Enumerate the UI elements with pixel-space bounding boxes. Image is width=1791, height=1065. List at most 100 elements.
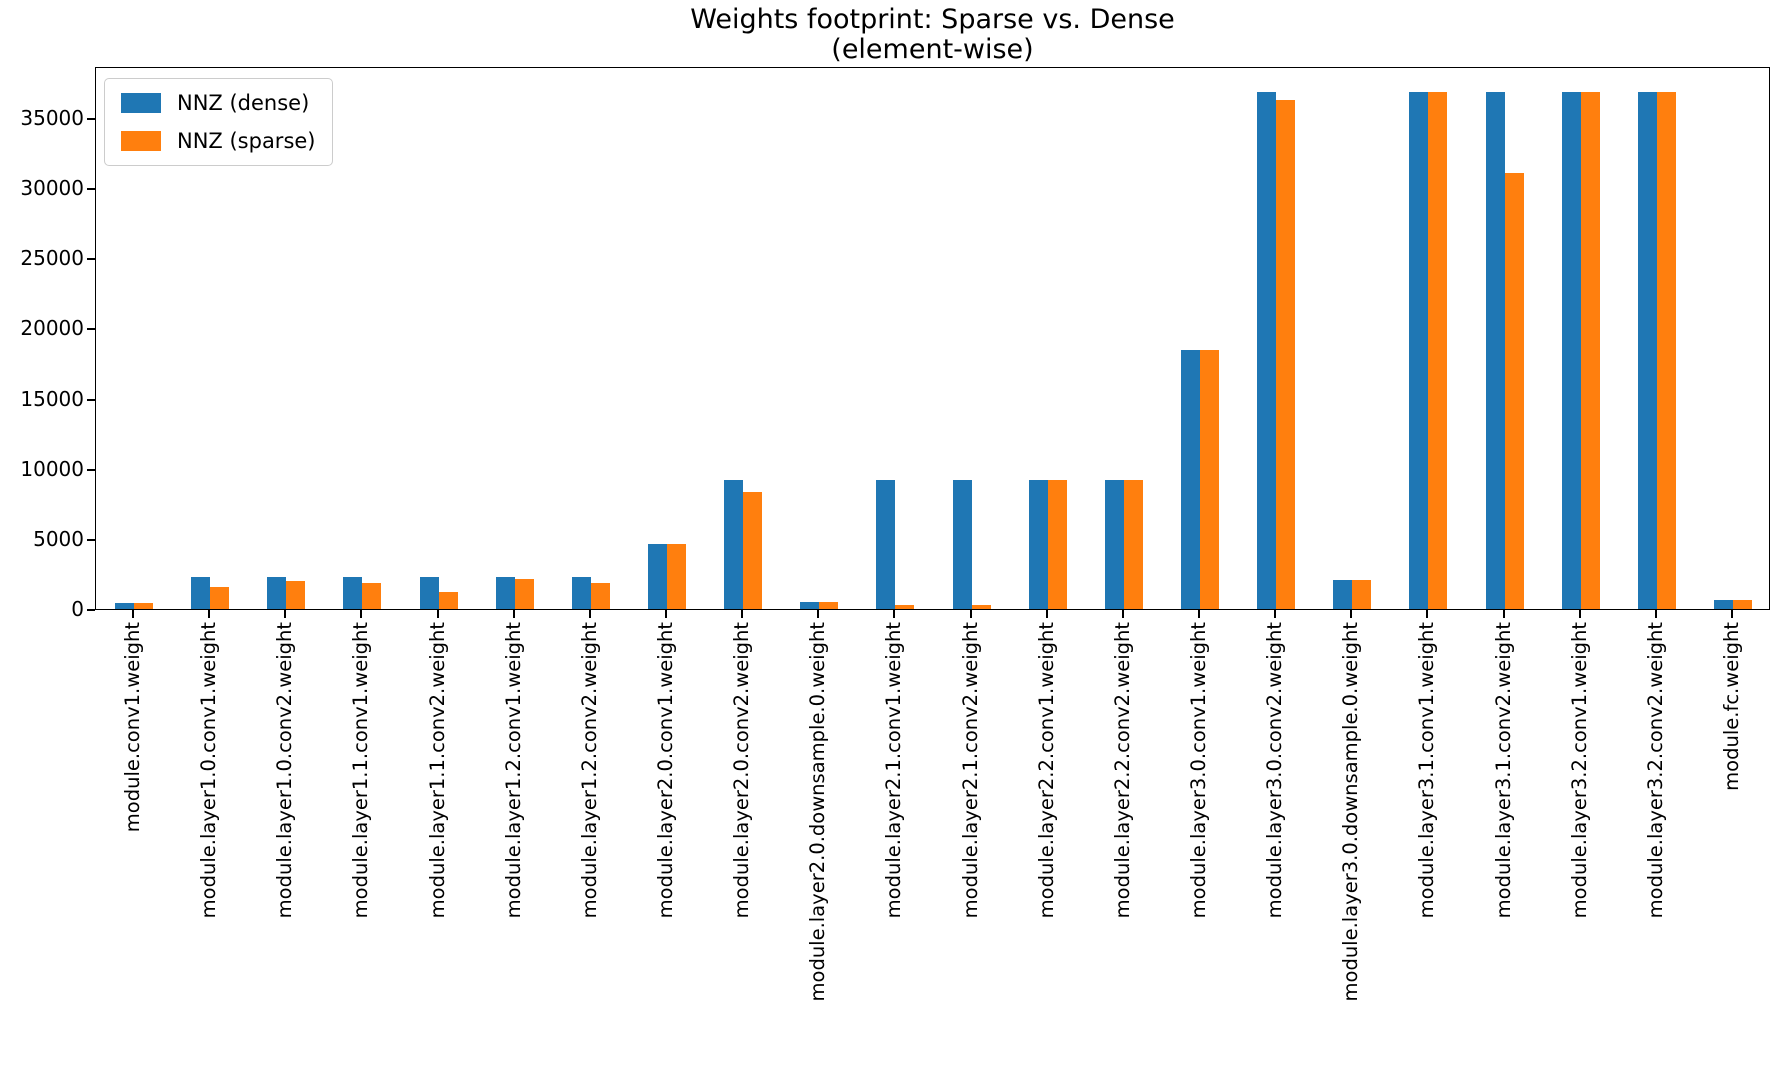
x-tick-mark xyxy=(893,610,896,618)
bar-sparse xyxy=(1199,350,1219,609)
bar-dense xyxy=(1409,91,1429,609)
bar-sparse xyxy=(362,583,382,609)
bar-sparse xyxy=(590,582,610,609)
bar-sparse xyxy=(438,591,458,609)
x-tick-label: module.layer1.2.conv2.weight xyxy=(577,622,601,919)
bar-sparse xyxy=(1123,479,1143,609)
x-tick-label: module.layer2.2.conv1.weight xyxy=(1034,622,1058,919)
x-tick-label: module.fc.weight xyxy=(1719,622,1743,791)
bar-sparse xyxy=(895,605,915,609)
x-tick-mark xyxy=(665,610,668,618)
y-tick-mark xyxy=(87,609,95,611)
x-tick-mark xyxy=(208,610,211,618)
x-tick-label: module.layer3.2.conv2.weight xyxy=(1643,622,1667,919)
x-tick-mark xyxy=(284,610,287,618)
y-tick-label: 20000 xyxy=(20,316,84,341)
x-tick-mark xyxy=(1350,610,1353,618)
bar-sparse xyxy=(667,544,687,609)
bar-dense xyxy=(800,601,820,609)
y-tick-label: 30000 xyxy=(20,176,84,201)
x-tick-mark xyxy=(969,610,972,618)
bar-dense xyxy=(191,576,211,609)
x-tick-mark xyxy=(817,610,820,618)
bar-dense xyxy=(876,479,896,609)
x-tick-label: module.layer2.0.conv2.weight xyxy=(730,622,754,919)
x-tick-mark xyxy=(132,610,135,618)
y-tick-mark xyxy=(87,328,95,331)
bar-dense xyxy=(343,576,363,609)
legend-item-sparse: NNZ (sparse) xyxy=(121,129,316,153)
x-tick-mark xyxy=(1426,610,1429,618)
y-tick-mark xyxy=(87,258,95,261)
x-tick-mark xyxy=(512,610,515,618)
x-tick-label: module.layer3.1.conv1.weight xyxy=(1415,622,1439,919)
y-tick-mark xyxy=(87,538,95,541)
x-tick-label: module.layer3.0.downsample.0.weight xyxy=(1339,622,1363,1002)
x-tick-label: module.layer1.0.conv2.weight xyxy=(273,622,297,919)
bar-dense xyxy=(1637,91,1657,609)
bar-sparse xyxy=(1732,600,1752,609)
x-tick-label: module.layer2.1.conv1.weight xyxy=(882,622,906,919)
bar-sparse xyxy=(1580,91,1600,609)
bar-dense xyxy=(267,576,287,609)
bar-sparse xyxy=(1047,479,1067,609)
y-tick-label: 0 xyxy=(71,597,84,621)
x-tick-mark xyxy=(1730,610,1733,618)
x-tick-mark xyxy=(1274,610,1277,618)
plot-area xyxy=(95,67,1770,610)
bar-sparse xyxy=(1428,91,1448,609)
y-tick-label: 35000 xyxy=(20,105,84,130)
bar-dense xyxy=(1333,580,1353,609)
bar-sparse xyxy=(286,581,306,609)
x-tick-mark xyxy=(360,610,363,618)
bar-sparse xyxy=(1352,580,1372,609)
bar-sparse xyxy=(1504,172,1524,609)
bar-dense xyxy=(1028,479,1048,609)
x-tick-mark xyxy=(1578,610,1581,618)
chart-title: Weights footprint: Sparse vs. Dense (ele… xyxy=(95,4,1770,66)
bar-sparse xyxy=(743,492,763,609)
chart-title-line1: Weights footprint: Sparse vs. Dense xyxy=(690,4,1175,35)
x-tick-mark xyxy=(1045,610,1048,618)
x-tick-label: module.layer2.2.conv2.weight xyxy=(1110,622,1134,919)
y-tick-label: 15000 xyxy=(20,386,84,411)
bar-dense xyxy=(1485,91,1505,609)
bar-sparse xyxy=(210,587,230,609)
bar-dense xyxy=(495,576,515,609)
y-tick-mark xyxy=(87,468,95,471)
legend-label: NNZ (dense) xyxy=(177,91,310,115)
chart-title-line2: (element-wise) xyxy=(831,34,1034,66)
y-tick-label: 25000 xyxy=(20,246,84,271)
bar-sparse xyxy=(1656,91,1676,609)
y-tick-label: 10000 xyxy=(20,456,84,481)
legend-item-dense: NNZ (dense) xyxy=(121,91,316,115)
legend: NNZ (dense) NNZ (sparse) xyxy=(104,78,333,166)
x-tick-label: module.layer1.0.conv1.weight xyxy=(197,622,221,919)
bar-dense xyxy=(1104,479,1124,609)
bar-dense xyxy=(1180,350,1200,609)
legend-label: NNZ (sparse) xyxy=(177,129,316,153)
x-tick-label: module.layer3.0.conv1.weight xyxy=(1186,622,1210,919)
y-tick-mark xyxy=(87,188,95,191)
x-tick-mark xyxy=(436,610,439,618)
bar-sparse xyxy=(514,579,534,609)
x-tick-label: module.layer1.2.conv1.weight xyxy=(501,622,525,919)
bar-dense xyxy=(115,602,135,609)
x-tick-label: module.conv1.weight xyxy=(121,622,145,833)
x-tick-mark xyxy=(588,610,591,618)
x-tick-label: module.layer2.0.conv1.weight xyxy=(654,622,678,919)
bar-sparse xyxy=(134,602,154,609)
y-tick-label: 5000 xyxy=(33,526,84,551)
x-tick-mark xyxy=(1502,610,1505,618)
x-tick-label: module.layer2.1.conv2.weight xyxy=(958,622,982,919)
bar-dense xyxy=(571,576,591,609)
x-tick-mark xyxy=(1654,610,1657,618)
bar-dense xyxy=(1257,91,1277,609)
x-tick-mark xyxy=(741,610,744,618)
x-tick-label: module.layer3.0.conv2.weight xyxy=(1263,622,1287,919)
x-tick-label: module.layer2.0.downsample.0.weight xyxy=(806,622,830,1002)
bar-sparse xyxy=(819,601,839,609)
x-tick-label: module.layer3.1.conv2.weight xyxy=(1491,622,1515,919)
bar-sparse xyxy=(1276,99,1296,609)
